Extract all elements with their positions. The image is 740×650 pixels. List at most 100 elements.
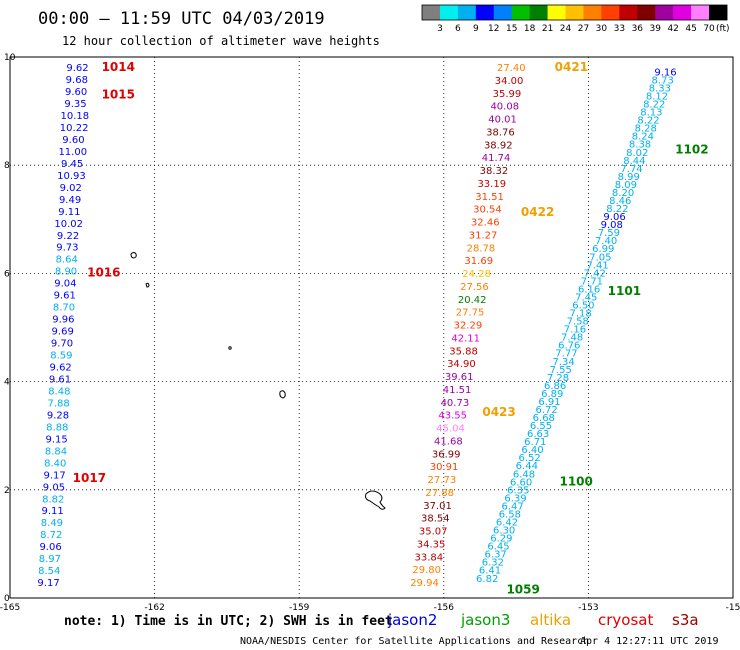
colorbar-swatch [583,5,602,20]
wave-height-label: 8.72 [40,530,62,541]
wave-height-label: 8.49 [41,518,63,529]
wave-height-label: 6.52 [519,453,541,464]
wave-height-label: 38.76 [486,127,515,138]
wave-height-label: 35.07 [419,527,448,538]
wave-height-label: 6.39 [504,493,526,504]
x-tick-label: -165 [0,603,20,613]
pass-number-label: 0421 [555,60,588,74]
footer-note: note: 1) Time is in UTC; 2) SWH is in fe… [64,614,393,629]
wave-height-label: 7.55 [550,365,572,376]
wave-height-label: 6.40 [521,445,543,456]
colorbar-label: 39 [650,24,662,34]
grid [10,57,733,598]
wave-height-label: 34.00 [495,76,524,87]
wave-height-label: 9.62 [50,363,72,374]
wave-height-label: 8.02 [626,148,648,159]
pass-number-label: 1015 [102,88,135,102]
wave-height-label: 8.09 [615,180,637,191]
wave-height-label: 7.18 [569,309,591,320]
colorbar-unit: (ft) [716,24,730,34]
wave-height-label: 6.35 [507,485,529,496]
wave-height-label: 11.00 [58,147,87,158]
wave-height-label: 8.20 [612,188,634,199]
plot-frame [9,56,734,599]
wave-height-label: 6.37 [485,550,507,561]
colorbar-label: 42 [667,24,678,34]
wave-height-label: 7.42 [584,268,606,279]
wave-height-label: 40.08 [490,102,519,113]
wave-height-label: 9.06 [39,542,61,553]
x-tick-label: -159 [289,603,310,613]
colorbar-swatch [547,5,566,20]
wave-height-label: 34.90 [447,359,476,370]
wave-height-label: 31.27 [469,230,498,241]
wave-height-label: 41.51 [443,385,472,396]
wave-height-label: 8.88 [46,422,68,433]
colorbar-label: 24 [560,24,572,34]
wave-height-label: 9.11 [41,506,63,517]
wave-height-label: 6.44 [516,461,538,472]
pass-number-label: 1014 [102,60,135,74]
wave-height-label: 9.17 [37,578,59,589]
wave-height-label: 27.75 [456,308,485,319]
colorbar-swatch [655,5,674,20]
legend-entry-altika: altika [530,611,571,629]
wave-height-label: 31.51 [475,192,504,203]
wave-height-label: 38.92 [484,140,513,151]
x-tick-label: -153 [578,603,598,613]
colorbar-label: 33 [614,24,625,34]
wave-height-label: 35.99 [493,89,522,100]
wave-height-label: 6.55 [530,421,552,432]
y-tick-label: 8 [4,161,10,171]
colorbar-label: 21 [542,24,553,34]
wave-height-label: 6.63 [527,429,549,440]
wave-height-label: 41.68 [434,436,463,447]
x-tick-label: -156 [434,603,455,613]
footer-timestamp: Apr 4 12:27:11 UTC 2019 [580,636,718,647]
colorbar-label: 15 [506,24,517,34]
wave-height-label: 6.30 [493,526,515,537]
wave-height-label: 9.62 [66,63,88,74]
wave-height-label: 9.16 [654,67,676,78]
wave-height-label: 8.73 [652,75,674,86]
wave-height-label: 30.91 [430,462,459,473]
chart-subtitle: 12 hour collection of altimeter wave hei… [62,34,380,48]
footer-credit: NOAA/NESDIS Center for Satellite Applica… [240,636,589,647]
colorbar-label: 45 [685,24,696,34]
wave-height-label: 35.88 [449,346,478,357]
wave-height-label: 8.90 [55,267,77,278]
wave-height-label: 9.61 [49,374,71,385]
wave-height-label: 8.54 [38,566,60,577]
wave-height-label: 6.91 [538,397,560,408]
wave-height-label: 27.88 [425,488,454,499]
colorbar-label: 18 [524,24,536,34]
y-tick-label: 2 [4,486,10,496]
wave-height-label: 7.45 [575,292,597,303]
colorbar-swatch [601,5,620,20]
wave-height-label: 7.48 [561,333,583,344]
pass-number-label: 1100 [559,474,592,488]
satellite-legend: jason2 jason3 altika cryosat s3a [387,611,699,629]
data-points: 9.629.689.609.3510.1810.229.6011.009.451… [37,63,676,589]
wave-height-label: 6.76 [558,341,580,352]
wave-height-label: 38.32 [480,166,509,177]
colorbar: 3 6 9 12 15 18 21 24 27 30 33 36 39 42 45 70 [421,4,728,34]
wave-height-label: 34.35 [417,539,446,550]
colorbar-swatch [709,5,728,20]
wave-height-label: 6.41 [479,566,501,577]
wave-height-label: 8.48 [48,386,70,397]
wave-height-label: 7.71 [581,276,603,287]
wave-height-label: 9.06 [603,212,625,223]
wave-height-label: 32.29 [454,321,483,332]
wave-height-label: 9.73 [56,243,78,254]
wave-height-label: 7.16 [564,325,586,336]
wave-height-label: 31.69 [464,256,493,267]
colorbar-label: 70 [703,24,715,34]
colorbar-swatch [439,5,459,20]
wave-height-label: 8.99 [618,172,640,183]
x-tick-label: -162 [144,603,164,613]
colorbar-border [421,4,728,21]
wave-height-label: 27.40 [497,63,526,74]
pass-number-label: 1016 [87,266,120,280]
